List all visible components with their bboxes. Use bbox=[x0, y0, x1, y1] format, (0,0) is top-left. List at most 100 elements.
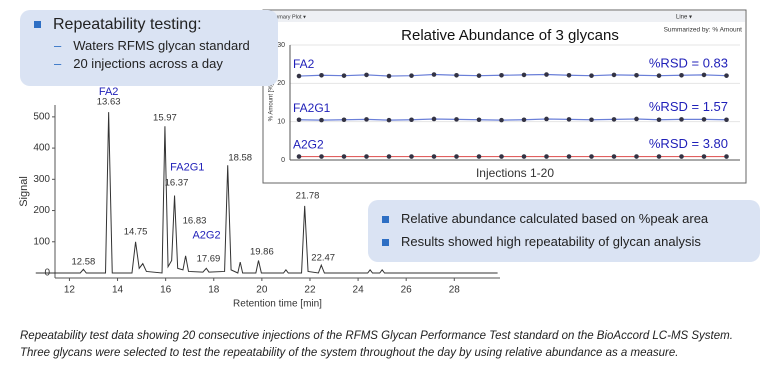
x-tick-label: 14 bbox=[112, 285, 124, 296]
marker bbox=[296, 117, 302, 123]
inset-header bbox=[264, 11, 745, 22]
x-tick-label: 12 bbox=[64, 285, 76, 296]
series-rsd-label: %RSD = 3.80 bbox=[649, 136, 728, 151]
marker bbox=[409, 117, 414, 123]
peak-label: 15.97 bbox=[153, 112, 177, 123]
marker bbox=[319, 72, 324, 78]
marker bbox=[454, 72, 459, 78]
marker bbox=[724, 73, 729, 78]
marker bbox=[409, 73, 414, 78]
marker bbox=[476, 73, 482, 78]
marker bbox=[431, 116, 437, 122]
x-tick-label: 16 bbox=[160, 285, 172, 296]
box-item: Results showed high repeatability of gly… bbox=[382, 234, 746, 249]
box-item-text: Results showed high repeatability of gly… bbox=[401, 234, 701, 249]
peak-label: FA2G1 bbox=[170, 162, 204, 174]
x-axis-label: Injections 1-20 bbox=[476, 166, 554, 180]
marker bbox=[386, 117, 392, 123]
series-name: FA2G1 bbox=[293, 101, 331, 115]
marker bbox=[364, 117, 369, 122]
peak-label: A2G2 bbox=[192, 230, 220, 242]
inset-summary: Summarized by: % Amount bbox=[664, 27, 743, 34]
series-line bbox=[35, 112, 498, 274]
box-item: –20 injections across a day bbox=[54, 56, 223, 71]
marker bbox=[386, 73, 392, 79]
marker bbox=[409, 154, 414, 159]
x-tick-label: 28 bbox=[449, 285, 461, 296]
box-item-text: Waters RFMS glycan standard bbox=[73, 38, 250, 53]
marker bbox=[679, 72, 684, 78]
marker bbox=[724, 117, 729, 123]
marker bbox=[341, 154, 347, 159]
y-tick-label: 100 bbox=[33, 236, 50, 247]
marker bbox=[296, 154, 302, 159]
marker bbox=[611, 72, 617, 78]
marker bbox=[701, 72, 707, 78]
marker bbox=[589, 154, 594, 159]
marker bbox=[701, 117, 707, 122]
marker bbox=[499, 72, 504, 78]
marker bbox=[679, 117, 684, 122]
marker bbox=[499, 154, 504, 159]
marker bbox=[634, 72, 639, 78]
marker bbox=[566, 117, 572, 122]
series-line bbox=[298, 73, 727, 77]
y-axis-label: Signal bbox=[18, 176, 30, 207]
marker bbox=[341, 73, 347, 78]
marker bbox=[634, 154, 639, 159]
x-tick-label: 22 bbox=[304, 285, 316, 296]
top-box: Repeatability testing: – Waters RFMS glyc… bbox=[20, 10, 278, 86]
peak-label: 12.58 bbox=[71, 257, 95, 268]
marker bbox=[476, 117, 482, 123]
peak-label: 16.83 bbox=[183, 215, 207, 226]
peak-label: 14.75 bbox=[124, 226, 148, 237]
box-title: Repeatability testing: bbox=[34, 16, 264, 34]
y-tick-label: 20 bbox=[277, 80, 285, 87]
x-axis-label: Retention time [min] bbox=[233, 299, 322, 310]
y-tick-label: 0 bbox=[281, 157, 285, 164]
peak-label: 13.63 bbox=[97, 97, 121, 108]
peak-label: FA2 bbox=[99, 86, 119, 98]
series-rsd-label: %RSD = 0.83 bbox=[649, 55, 728, 70]
inset-title: Relative Abundance of 3 glycans bbox=[401, 27, 619, 44]
marker bbox=[544, 116, 549, 122]
marker bbox=[499, 117, 504, 123]
marker bbox=[319, 154, 324, 159]
bottom-box: Relative abundance calculated based on %… bbox=[368, 200, 760, 262]
marker bbox=[431, 72, 437, 77]
peak-label: 17.69 bbox=[197, 253, 221, 264]
y-tick-label: 30 bbox=[277, 42, 285, 49]
marker bbox=[566, 154, 572, 159]
caption: Repeatability test data showing 20 conse… bbox=[20, 330, 733, 359]
peak-label: 16.37 bbox=[165, 178, 189, 189]
marker bbox=[296, 73, 302, 79]
marker bbox=[454, 117, 459, 122]
marker bbox=[386, 154, 392, 159]
marker bbox=[521, 72, 527, 78]
marker bbox=[611, 154, 617, 159]
marker bbox=[476, 154, 482, 159]
x-tick-label: 26 bbox=[401, 285, 413, 296]
marker bbox=[589, 117, 594, 123]
marker bbox=[521, 154, 527, 159]
series-name: FA2 bbox=[293, 57, 315, 71]
marker bbox=[454, 154, 459, 159]
marker bbox=[656, 73, 662, 78]
box-item-text: 20 injections across a day bbox=[73, 56, 223, 71]
inset-header-text: Summary Plot ▾ bbox=[267, 14, 306, 20]
marker bbox=[611, 117, 617, 122]
x-tick-label: 24 bbox=[353, 285, 365, 296]
x-tick-label: 18 bbox=[208, 285, 220, 296]
y-tick-label: 10 bbox=[277, 119, 285, 126]
inset-frame bbox=[262, 9, 747, 184]
marker bbox=[679, 154, 684, 159]
inset-toolbar: Line ▾ bbox=[676, 15, 692, 21]
series-name: A2G2 bbox=[293, 138, 324, 152]
marker bbox=[656, 117, 662, 123]
box-title-text: Repeatability testing: bbox=[53, 16, 202, 33]
marker bbox=[341, 117, 347, 123]
x-tick-label: 20 bbox=[256, 285, 268, 296]
marker bbox=[724, 154, 729, 159]
